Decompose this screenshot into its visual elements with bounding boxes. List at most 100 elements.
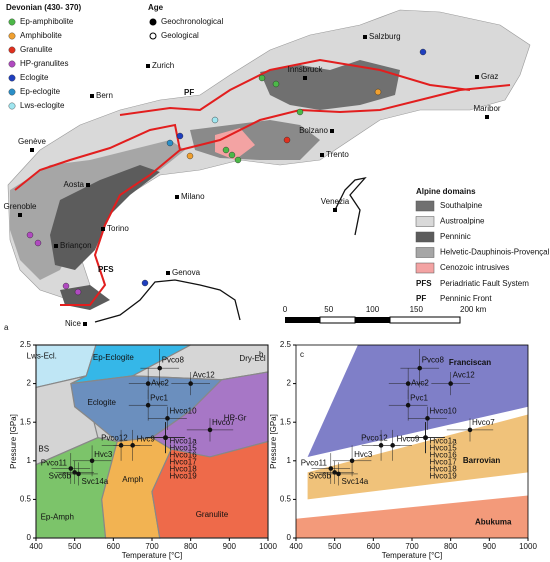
- sample-dot: [272, 80, 280, 88]
- region-label: Barrovian: [463, 456, 500, 465]
- legend-title: Age: [148, 3, 164, 12]
- city-marker: [303, 76, 307, 80]
- data-point: [349, 458, 355, 464]
- point-label: Avc2: [151, 379, 169, 388]
- city-label: Bern: [96, 91, 113, 100]
- scale-segment: [389, 316, 461, 324]
- city-marker: [101, 227, 105, 231]
- legend-label: HP-granulites: [20, 59, 68, 68]
- city-label: Graz: [481, 72, 498, 81]
- legend-marker: [8, 60, 16, 68]
- region-label: Abukuma: [475, 518, 512, 527]
- fault-abbr: PFS: [416, 279, 432, 288]
- city-marker: [475, 75, 479, 79]
- point-label: Hvco17: [170, 458, 198, 467]
- data-point: [72, 470, 77, 475]
- sample-dot: [26, 231, 34, 239]
- data-point: [336, 471, 341, 477]
- data-point: [417, 365, 423, 371]
- data-point: [188, 381, 193, 386]
- panel-label: a: [4, 323, 9, 332]
- point-label: Hvc9: [137, 434, 156, 443]
- sample-dot: [176, 132, 184, 140]
- map-base: [7, 9, 531, 323]
- point-label: Hvco18: [430, 465, 458, 474]
- penninic-area: [50, 165, 160, 270]
- legend-title: Alpine domains: [416, 187, 476, 196]
- fault-label: PFS: [98, 265, 114, 274]
- sample-dot: [166, 139, 174, 147]
- legend-swatch: [415, 231, 435, 243]
- city-label: Nice: [65, 319, 82, 328]
- point-label: Svc14a: [82, 477, 109, 486]
- city-label: Torino: [107, 224, 129, 233]
- penninic-area: [60, 285, 110, 310]
- y-tick-label: 0: [287, 533, 292, 542]
- region-label: Franciscan: [449, 358, 491, 367]
- point-label: Pvco12: [361, 433, 388, 442]
- city-marker: [363, 35, 367, 39]
- city-label: Innsbruck: [288, 65, 324, 74]
- legend-marker: [8, 102, 16, 110]
- point-label: Hvco1a: [170, 437, 198, 446]
- x-tick-label: 900: [483, 542, 497, 551]
- legend-swatch: [415, 262, 435, 274]
- point-label: Pvco11: [41, 459, 68, 468]
- city-label: Trento: [326, 150, 349, 159]
- legend-label: Austroalpine: [440, 217, 485, 226]
- data-point: [405, 381, 411, 386]
- data-point: [448, 381, 453, 386]
- region-label: BS: [38, 444, 49, 453]
- point-label: Hvco19: [430, 472, 458, 481]
- data-point: [165, 416, 170, 421]
- data-point: [332, 470, 337, 475]
- legend-marker: [149, 18, 157, 26]
- region-label: Dry-Ecl: [239, 354, 265, 363]
- point-label: Pvco8: [162, 355, 185, 364]
- city-label: Salzburg: [369, 32, 401, 41]
- city-marker: [485, 115, 489, 119]
- point-label: Svc6b: [309, 471, 332, 480]
- point-label: Hvco7: [212, 418, 235, 427]
- legend-label: Ep-amphibolite: [20, 17, 74, 26]
- y-tick-label: 0: [27, 533, 32, 542]
- point-label: Pvco12: [101, 433, 128, 442]
- point-label: Pvco11: [301, 459, 328, 468]
- scale-label: 50: [324, 305, 333, 314]
- city-label: Venezia: [321, 197, 350, 206]
- x-tick-label: 600: [367, 542, 381, 551]
- city-label: Milano: [181, 192, 205, 201]
- city-label: Genève: [18, 137, 47, 146]
- city-marker: [18, 213, 22, 217]
- y-tick-label: 2: [287, 379, 292, 388]
- data-point: [145, 402, 151, 408]
- x-tick-label: 700: [405, 542, 419, 551]
- legend-label: Periadriatic Fault System: [440, 279, 529, 288]
- sample-dot: [296, 108, 304, 116]
- legend-label: Geochronological: [161, 17, 223, 26]
- fault-line: [179, 84, 511, 151]
- point-label: Hvco17: [430, 458, 458, 467]
- city-marker: [30, 148, 34, 152]
- data-point: [207, 427, 213, 433]
- point-label: Hvco10: [429, 406, 457, 415]
- x-tick-label: 800: [444, 542, 458, 551]
- scale-label: 0: [283, 305, 288, 314]
- y-tick-label: 1: [287, 456, 292, 465]
- data-point: [328, 466, 334, 471]
- point-label: Avc12: [453, 371, 476, 380]
- data-point: [89, 458, 95, 464]
- region-label: Ep-Amph: [41, 512, 74, 521]
- point-label: Svc6b: [49, 471, 72, 480]
- facies-field: [296, 495, 528, 538]
- x-axis-label: Temperature [°C]: [122, 551, 183, 560]
- point-label: Pvc1: [150, 393, 168, 402]
- x-axis-label: Temperature [°C]: [382, 551, 443, 560]
- data-point: [157, 365, 163, 371]
- y-tick-label: 0.5: [20, 495, 32, 504]
- city-marker: [83, 322, 87, 326]
- legend-label: Southalpine: [440, 201, 483, 210]
- data-point: [76, 471, 81, 477]
- point-label: Hvco15: [170, 444, 198, 453]
- region-label: Lws-Ecl.: [27, 352, 57, 361]
